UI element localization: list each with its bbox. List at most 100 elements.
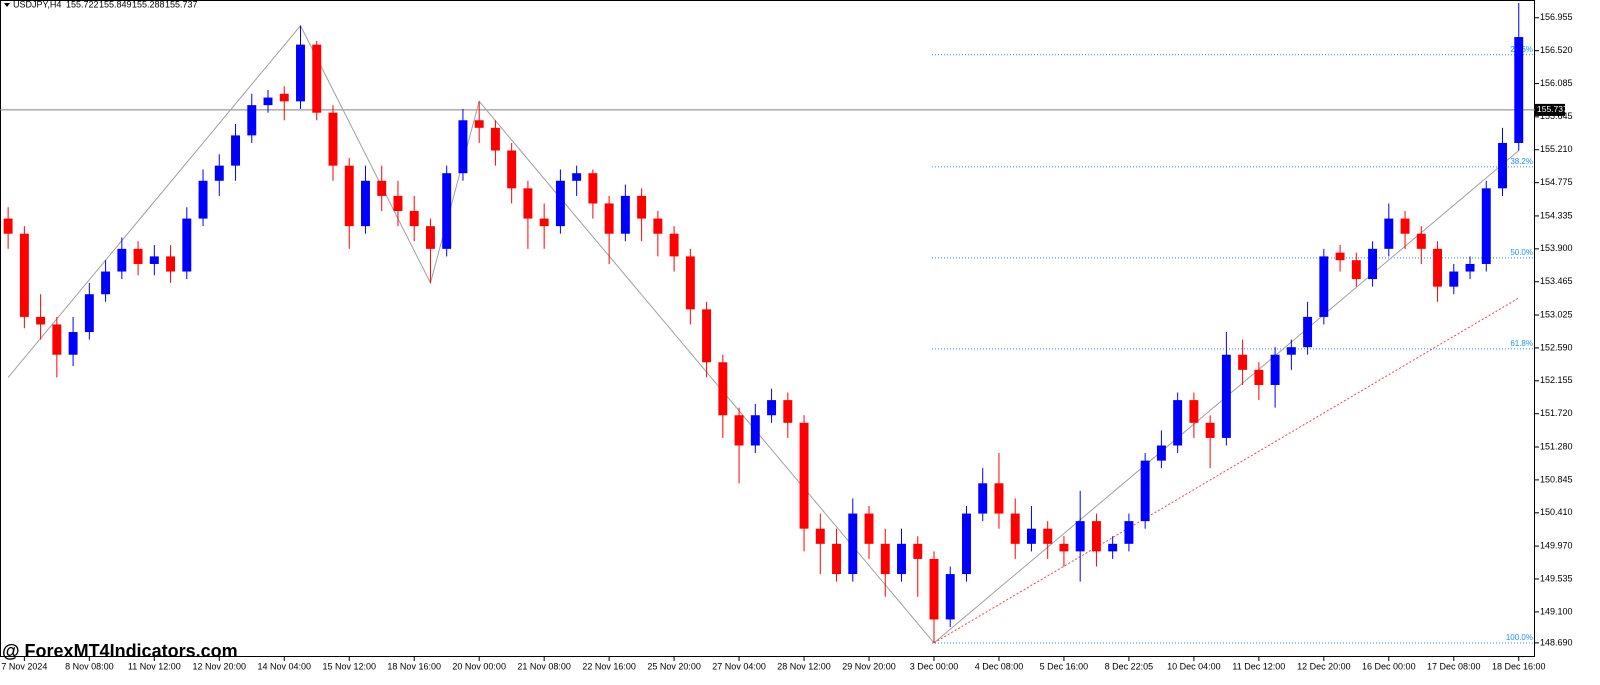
y-tick-label: 151.720 bbox=[1540, 408, 1573, 418]
y-tick-label: 156.085 bbox=[1540, 78, 1573, 88]
fib-label: 38.2% bbox=[1510, 157, 1533, 166]
candle-body bbox=[702, 309, 712, 363]
candle-body bbox=[166, 256, 176, 272]
candle-body bbox=[572, 173, 582, 181]
candle-body bbox=[815, 528, 825, 544]
candle-body bbox=[1010, 513, 1020, 544]
y-tick-label: 153.025 bbox=[1540, 309, 1573, 319]
candle-body bbox=[442, 173, 452, 249]
x-tick-label: 15 Nov 12:00 bbox=[322, 661, 376, 671]
candle-body bbox=[490, 127, 500, 151]
candle-body bbox=[1124, 521, 1134, 544]
x-tick-label: 11 Dec 12:00 bbox=[1232, 661, 1285, 671]
candle-body bbox=[507, 150, 517, 189]
x-tick-label: 20 Nov 00:00 bbox=[452, 661, 506, 671]
candle-body bbox=[474, 120, 484, 128]
candle-body bbox=[3, 218, 13, 234]
candle-body bbox=[1465, 263, 1475, 272]
candle-body bbox=[669, 233, 679, 257]
candle-body bbox=[539, 218, 549, 227]
candle-body bbox=[1400, 218, 1410, 234]
candle-body bbox=[231, 135, 240, 166]
candle-body bbox=[588, 173, 598, 204]
x-tick-label: 25 Nov 20:00 bbox=[647, 661, 701, 671]
candle-body bbox=[620, 195, 630, 234]
x-tick-label: 12 Nov 20:00 bbox=[193, 661, 247, 671]
candle-body bbox=[279, 93, 289, 102]
candle-body bbox=[1108, 543, 1118, 552]
candle-body bbox=[247, 105, 257, 136]
y-tick-label: 150.410 bbox=[1540, 507, 1573, 517]
x-tick-label: 11 Nov 12:00 bbox=[128, 661, 181, 671]
candle-body bbox=[149, 256, 159, 264]
candle-body bbox=[718, 362, 728, 416]
candle-body bbox=[52, 324, 62, 355]
y-tick-label: 149.535 bbox=[1540, 573, 1573, 583]
candle-body bbox=[1026, 528, 1036, 544]
candle-body bbox=[653, 218, 663, 234]
candle-body bbox=[767, 400, 777, 416]
candle-body bbox=[848, 513, 858, 575]
candle-body bbox=[425, 226, 435, 249]
candle-body bbox=[978, 483, 988, 514]
candle-body bbox=[101, 271, 111, 295]
candle-body bbox=[685, 256, 695, 310]
fib-label: 50.0% bbox=[1510, 248, 1533, 257]
candle-body bbox=[994, 483, 1004, 514]
ohlc-value: 155.737 bbox=[165, 0, 198, 9]
candle-body bbox=[393, 195, 403, 212]
y-tick-label: 153.465 bbox=[1540, 276, 1573, 286]
candle-body bbox=[1319, 256, 1329, 317]
candle-body bbox=[1189, 400, 1199, 423]
candle-body bbox=[1416, 233, 1426, 249]
x-tick-label: 7 Nov 2024 bbox=[1, 661, 47, 671]
x-tick-label: 22 Nov 16:00 bbox=[582, 661, 636, 671]
y-tick-label: 155.645 bbox=[1540, 111, 1573, 121]
zigzag-line bbox=[7, 24, 1520, 644]
candle-body bbox=[750, 415, 760, 446]
candle-body bbox=[880, 543, 890, 575]
x-tick-label: 3 Dec 00:00 bbox=[910, 661, 959, 671]
y-tick-label: 154.775 bbox=[1540, 177, 1573, 187]
candle-body bbox=[783, 400, 793, 423]
y-tick-label: 148.690 bbox=[1540, 637, 1573, 647]
x-tick-label: 8 Dec 22:05 bbox=[1105, 661, 1154, 671]
x-tick-label: 16 Dec 00:00 bbox=[1362, 661, 1416, 671]
current-price-box bbox=[1535, 103, 1565, 116]
y-tick-label: 151.280 bbox=[1540, 441, 1573, 451]
candle-body bbox=[734, 415, 744, 446]
x-tick-label: 12 Dec 20:00 bbox=[1297, 661, 1351, 671]
candle-body bbox=[84, 294, 94, 333]
candle-body bbox=[897, 543, 906, 575]
candle-body bbox=[68, 332, 78, 355]
plot-frame bbox=[0, 0, 1535, 657]
candle-body bbox=[929, 558, 939, 620]
y-tick-label: 152.155 bbox=[1540, 375, 1573, 385]
candle-body bbox=[458, 120, 468, 174]
x-tick-label: 28 Nov 12:00 bbox=[777, 661, 831, 671]
candle-body bbox=[182, 218, 192, 272]
candle-body bbox=[604, 203, 614, 234]
candle-body bbox=[1449, 271, 1459, 287]
candle-body bbox=[799, 422, 809, 529]
candle-body bbox=[312, 44, 322, 113]
candle-body bbox=[1091, 521, 1101, 552]
candle-body bbox=[1270, 354, 1280, 385]
candle-body bbox=[1156, 445, 1166, 461]
y-tick-label: 153.900 bbox=[1540, 243, 1573, 253]
candle-body bbox=[1481, 188, 1491, 264]
candle-body bbox=[117, 248, 127, 272]
candle-body bbox=[19, 233, 29, 317]
candle-body bbox=[133, 248, 143, 264]
candle-body bbox=[1498, 142, 1507, 189]
x-tick-label: 29 Nov 20:00 bbox=[842, 661, 896, 671]
candle-body bbox=[1351, 260, 1361, 280]
y-tick-label: 150.845 bbox=[1540, 474, 1573, 484]
candle-body bbox=[1075, 521, 1085, 552]
candle-body bbox=[637, 195, 647, 219]
fib-label: 100.0% bbox=[1506, 633, 1533, 642]
candle-body bbox=[296, 44, 305, 102]
candle-body bbox=[1238, 354, 1248, 370]
